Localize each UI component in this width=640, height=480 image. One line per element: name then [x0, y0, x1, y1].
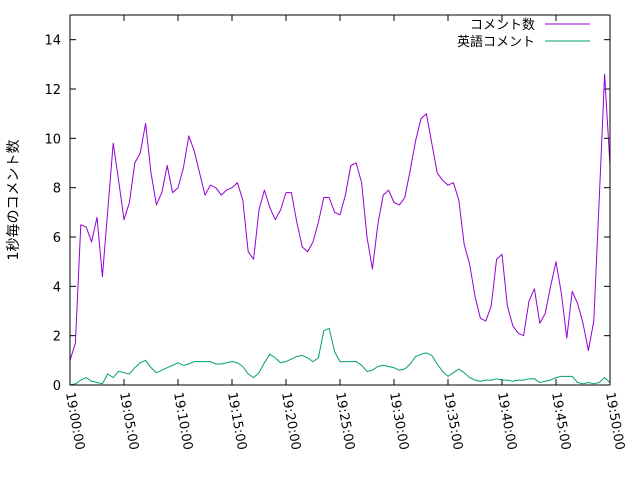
x-tick-label: 19:10:00 [170, 391, 195, 451]
y-tick-label: 2 [53, 330, 61, 345]
x-tick-labels: 19:00:00 19:05:00 19:10:00 19:15:00 19:20:00… [62, 391, 627, 451]
y-tick-label: 8 [53, 182, 61, 197]
y-tick-label: 12 [44, 83, 61, 98]
x-tick-label: 19:05:00 [116, 391, 141, 451]
x-tick-label: 19:45:00 [548, 391, 573, 451]
y-tick-labels: 0 2 4 6 8 10 12 14 [44, 34, 61, 394]
legend-label-2: 英語コメント [457, 34, 535, 50]
x-tick-label: 19:50:00 [602, 391, 627, 451]
x-tick-label: 19:15:00 [224, 391, 249, 451]
y-tick-label: 0 [53, 379, 61, 394]
y-tick-label: 6 [53, 231, 61, 246]
x-tick-label: 19:35:00 [440, 391, 465, 451]
axis-ticks [69, 15, 611, 386]
series-line-1 [69, 73, 611, 361]
y-tick-label: 4 [53, 280, 61, 295]
y-tick-label: 10 [44, 132, 61, 147]
x-tick-label: 19:00:00 [62, 391, 87, 451]
y-tick-label: 14 [44, 34, 61, 49]
x-tick-label: 19:30:00 [386, 391, 411, 451]
y-axis-title: 1秒毎のコメント数 [6, 140, 22, 261]
x-tick-label: 19:40:00 [494, 391, 519, 451]
x-tick-label: 19:20:00 [278, 391, 303, 451]
x-tick-label: 19:25:00 [332, 391, 357, 451]
legend-label-1: コメント数 [470, 18, 535, 33]
plot-frame [69, 14, 611, 386]
series-line-2 [69, 327, 611, 386]
series-lines [69, 73, 611, 386]
